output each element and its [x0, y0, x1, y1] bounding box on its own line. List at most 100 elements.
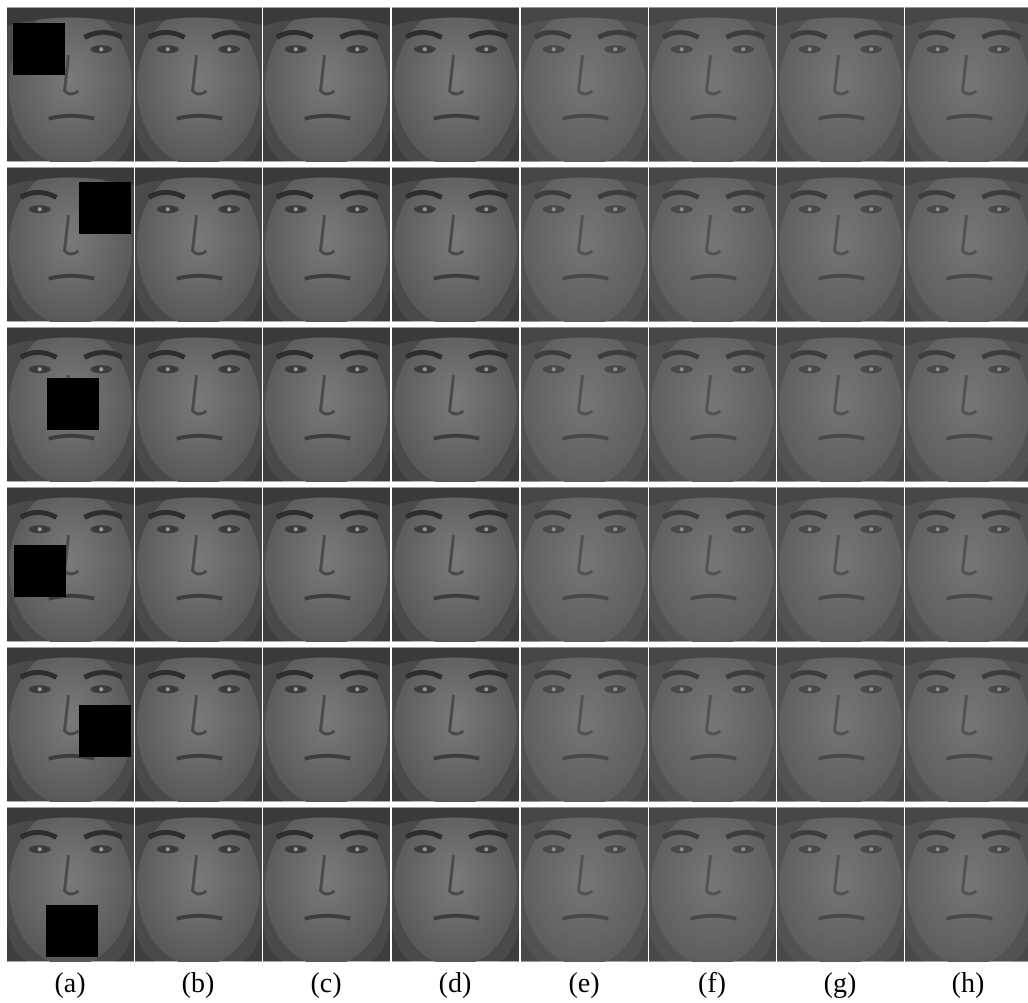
column-label: (b)	[182, 968, 215, 999]
tone-overlay	[521, 167, 648, 322]
face-image	[135, 808, 262, 967]
face-image	[135, 168, 262, 327]
face	[392, 8, 519, 167]
tone-overlay	[649, 7, 776, 162]
face-image	[263, 8, 390, 167]
tone-overlay	[649, 647, 776, 802]
face-image	[777, 7, 904, 166]
occlusion	[46, 905, 98, 957]
tone-overlay	[777, 487, 904, 642]
face	[135, 808, 262, 967]
face-image	[521, 807, 648, 966]
occlusion	[13, 23, 65, 75]
tone-overlay	[649, 167, 776, 322]
face-image	[263, 328, 390, 487]
face-image	[777, 167, 904, 326]
tone-overlay	[905, 487, 1028, 642]
face	[263, 8, 390, 167]
image-grid	[7, 7, 1028, 966]
face-image	[521, 327, 648, 486]
tone-overlay	[649, 807, 776, 962]
face-image	[263, 648, 390, 807]
page: {"labels": ["(a)", "(b)", "(c)", "(d)", …	[0, 0, 1028, 1003]
face	[392, 168, 519, 327]
tone-overlay	[777, 7, 904, 162]
face-image	[521, 167, 648, 326]
face-image	[135, 648, 262, 807]
face-image	[777, 487, 904, 646]
face-image	[777, 807, 904, 966]
tone-overlay	[521, 7, 648, 162]
face-image	[392, 328, 519, 487]
face-image	[649, 327, 776, 486]
figure: (a)(b)(c)(d)(e)(f)(g)(h)	[0, 0, 1028, 1003]
face-image	[905, 807, 1028, 966]
separator	[519, 7, 521, 962]
tone-overlay	[905, 7, 1028, 162]
face-image	[392, 808, 519, 967]
face-image	[905, 7, 1028, 166]
column-label: (c)	[310, 968, 341, 999]
tone-overlay	[521, 487, 648, 642]
face	[135, 648, 262, 807]
face-image	[135, 328, 262, 487]
face-image	[392, 168, 519, 327]
tone-overlay	[905, 807, 1028, 962]
tone-overlay	[905, 167, 1028, 322]
face-image	[135, 8, 262, 167]
face-image	[521, 487, 648, 646]
occlusion	[79, 182, 131, 234]
face-image	[649, 167, 776, 326]
tone-overlay	[521, 647, 648, 802]
face	[392, 488, 519, 647]
column-label: (h)	[952, 968, 985, 999]
face	[135, 488, 262, 647]
face-image	[135, 488, 262, 647]
face-image	[649, 807, 776, 966]
face-image	[263, 808, 390, 967]
face	[263, 808, 390, 967]
occlusion	[79, 705, 131, 757]
tone-overlay	[777, 647, 904, 802]
face-image	[263, 168, 390, 327]
tone-overlay	[777, 327, 904, 482]
face-image	[649, 487, 776, 646]
tone-overlay	[649, 487, 776, 642]
tone-overlay	[649, 327, 776, 482]
face-image	[777, 327, 904, 486]
face-image	[521, 7, 648, 166]
face-image	[649, 7, 776, 166]
face	[392, 328, 519, 487]
tone-overlay	[905, 327, 1028, 482]
face	[263, 488, 390, 647]
face	[135, 168, 262, 327]
face-image	[777, 647, 904, 806]
face-image	[392, 648, 519, 807]
face	[135, 328, 262, 487]
face	[392, 808, 519, 967]
column-label: (e)	[568, 968, 599, 999]
face	[135, 8, 262, 167]
face-image	[905, 167, 1028, 326]
face-image	[521, 647, 648, 806]
column-label: (a)	[54, 968, 85, 999]
face-image	[649, 647, 776, 806]
occlusion	[47, 378, 99, 430]
face	[263, 648, 390, 807]
face-image	[905, 327, 1028, 486]
face	[392, 648, 519, 807]
tone-overlay	[777, 807, 904, 962]
labels: (a)(b)(c)(d)(e)(f)(g)(h)	[54, 968, 984, 999]
tone-overlay	[905, 647, 1028, 802]
column-label: (d)	[439, 968, 472, 999]
face-image	[392, 488, 519, 647]
tone-overlay	[521, 807, 648, 962]
column-label: (f)	[698, 968, 726, 999]
face	[263, 328, 390, 487]
tone-overlay	[521, 327, 648, 482]
face-image	[392, 8, 519, 167]
face-image	[263, 488, 390, 647]
face-image	[905, 487, 1028, 646]
face-image	[905, 647, 1028, 806]
occlusion	[14, 545, 66, 597]
